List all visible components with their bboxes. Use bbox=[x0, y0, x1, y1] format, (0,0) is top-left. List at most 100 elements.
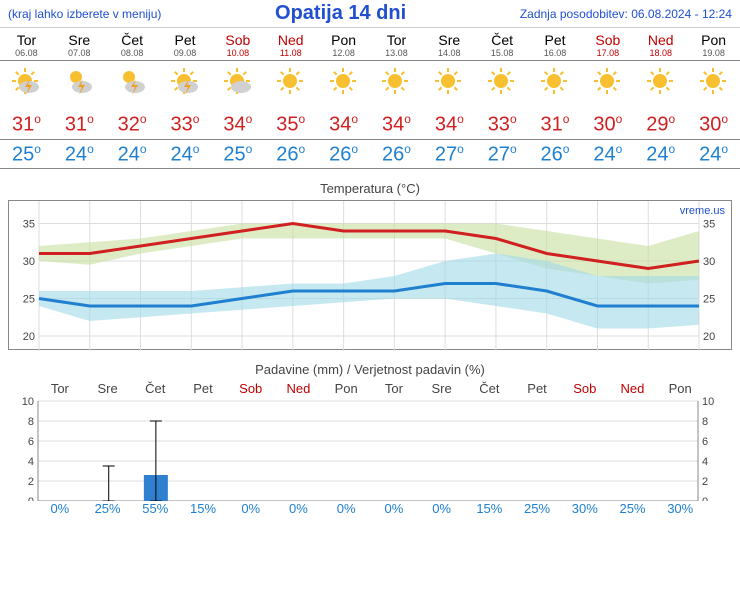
day-date: 13.08 bbox=[370, 48, 423, 58]
precip-prob: 55% bbox=[131, 501, 179, 516]
weather-icon bbox=[634, 67, 687, 104]
precip-day-row: TorSreČetPetSobNedPonTorSreČetPetSobNedP… bbox=[8, 381, 732, 396]
precip-chart: 00224466881010 bbox=[8, 396, 732, 501]
day-col: Sob10.08 bbox=[211, 32, 264, 58]
precip-day-label: Ned bbox=[275, 381, 323, 396]
precip-prob: 25% bbox=[84, 501, 132, 516]
weather-icon bbox=[476, 67, 529, 104]
precip-day-label: Pet bbox=[513, 381, 561, 396]
low-temp: 24o bbox=[159, 142, 212, 167]
day-date: 11.08 bbox=[264, 48, 317, 58]
precip-prob: 15% bbox=[465, 501, 513, 516]
high-temp: 31o bbox=[53, 112, 106, 137]
low-temp: 24o bbox=[53, 142, 106, 167]
weather-icon bbox=[264, 67, 317, 104]
weather-icon-row bbox=[0, 61, 740, 110]
svg-text:30: 30 bbox=[703, 256, 715, 268]
svg-text:4: 4 bbox=[28, 456, 34, 468]
precip-day-label: Sre bbox=[84, 381, 132, 396]
low-temp: 26o bbox=[529, 142, 582, 167]
low-temp: 25o bbox=[0, 142, 53, 167]
svg-text:2: 2 bbox=[702, 476, 708, 488]
day-name: Sre bbox=[423, 32, 476, 48]
day-name: Pet bbox=[529, 32, 582, 48]
weather-icon bbox=[317, 67, 370, 104]
day-date: 10.08 bbox=[211, 48, 264, 58]
svg-text:2: 2 bbox=[28, 476, 34, 488]
day-date: 14.08 bbox=[423, 48, 476, 58]
precip-day-label: Tor bbox=[36, 381, 84, 396]
svg-text:4: 4 bbox=[702, 456, 708, 468]
precip-day-label: Čet bbox=[465, 381, 513, 396]
day-name: Čet bbox=[106, 32, 159, 48]
low-temp-row: 25o24o24o24o25o26o26o26o27o27o26o24o24o2… bbox=[0, 140, 740, 170]
day-col: Čet08.08 bbox=[106, 32, 159, 58]
day-col: Tor06.08 bbox=[0, 32, 53, 58]
weather-icon bbox=[370, 67, 423, 104]
precip-prob: 0% bbox=[275, 501, 323, 516]
precip-day-label: Sre bbox=[418, 381, 466, 396]
precip-prob: 0% bbox=[322, 501, 370, 516]
day-name: Sre bbox=[53, 32, 106, 48]
weather-icon bbox=[53, 67, 106, 104]
day-col: Čet15.08 bbox=[476, 32, 529, 58]
svg-text:0: 0 bbox=[702, 496, 708, 501]
day-name: Tor bbox=[370, 32, 423, 48]
precip-prob: 0% bbox=[418, 501, 466, 516]
precip-day-label: Ned bbox=[609, 381, 657, 396]
high-temp: 33o bbox=[476, 112, 529, 137]
low-temp: 27o bbox=[423, 142, 476, 167]
temp-chart-section: Temperatura (°C) vreme.us 20202525303035… bbox=[0, 177, 740, 350]
day-date: 16.08 bbox=[529, 48, 582, 58]
day-name: Pon bbox=[687, 32, 740, 48]
precip-prob: 25% bbox=[513, 501, 561, 516]
precip-day-label: Pon bbox=[322, 381, 370, 396]
menu-note: (kraj lahko izberete v meniju) bbox=[8, 7, 161, 21]
weather-icon bbox=[529, 67, 582, 104]
day-col: Pet16.08 bbox=[529, 32, 582, 58]
day-col: Ned11.08 bbox=[264, 32, 317, 58]
day-name: Tor bbox=[0, 32, 53, 48]
day-header-row: Tor06.08Sre07.08Čet08.08Pet09.08Sob10.08… bbox=[0, 28, 740, 61]
header: (kraj lahko izberete v meniju) Opatija 1… bbox=[0, 0, 740, 28]
low-temp: 24o bbox=[634, 142, 687, 167]
day-date: 15.08 bbox=[476, 48, 529, 58]
day-name: Pet bbox=[159, 32, 212, 48]
day-name: Sob bbox=[581, 32, 634, 48]
weather-icon bbox=[581, 67, 634, 104]
high-temp: 34o bbox=[370, 112, 423, 137]
high-temp: 31o bbox=[0, 112, 53, 137]
day-date: 19.08 bbox=[687, 48, 740, 58]
svg-text:10: 10 bbox=[702, 396, 714, 408]
precip-day-label: Sob bbox=[561, 381, 609, 396]
precip-day-label: Pet bbox=[179, 381, 227, 396]
precip-chart-title: Padavine (mm) / Verjetnost padavin (%) bbox=[8, 358, 732, 381]
precip-day-label: Tor bbox=[370, 381, 418, 396]
high-temp: 32o bbox=[106, 112, 159, 137]
high-temp: 29o bbox=[634, 112, 687, 137]
low-temp: 26o bbox=[370, 142, 423, 167]
low-temp: 24o bbox=[687, 142, 740, 167]
precip-prob: 0% bbox=[36, 501, 84, 516]
day-col: Tor13.08 bbox=[370, 32, 423, 58]
precip-chart-svg: 00224466881010 bbox=[8, 396, 728, 501]
day-name: Pon bbox=[317, 32, 370, 48]
day-col: Pon12.08 bbox=[317, 32, 370, 58]
day-name: Ned bbox=[264, 32, 317, 48]
precip-prob: 0% bbox=[370, 501, 418, 516]
high-temp-row: 31o31o32o33o34o35o34o34o34o33o31o30o29o3… bbox=[0, 110, 740, 140]
precip-day-label: Čet bbox=[131, 381, 179, 396]
high-temp: 30o bbox=[581, 112, 634, 137]
svg-text:35: 35 bbox=[703, 219, 715, 231]
day-date: 07.08 bbox=[53, 48, 106, 58]
temp-chart: vreme.us 2020252530303535 bbox=[8, 200, 732, 350]
high-temp: 34o bbox=[423, 112, 476, 137]
day-date: 08.08 bbox=[106, 48, 159, 58]
high-temp: 34o bbox=[211, 112, 264, 137]
high-temp: 30o bbox=[687, 112, 740, 137]
temp-chart-svg: 2020252530303535 bbox=[9, 201, 729, 351]
svg-text:8: 8 bbox=[702, 416, 708, 428]
day-name: Čet bbox=[476, 32, 529, 48]
weather-icon bbox=[159, 67, 212, 104]
low-temp: 26o bbox=[264, 142, 317, 167]
